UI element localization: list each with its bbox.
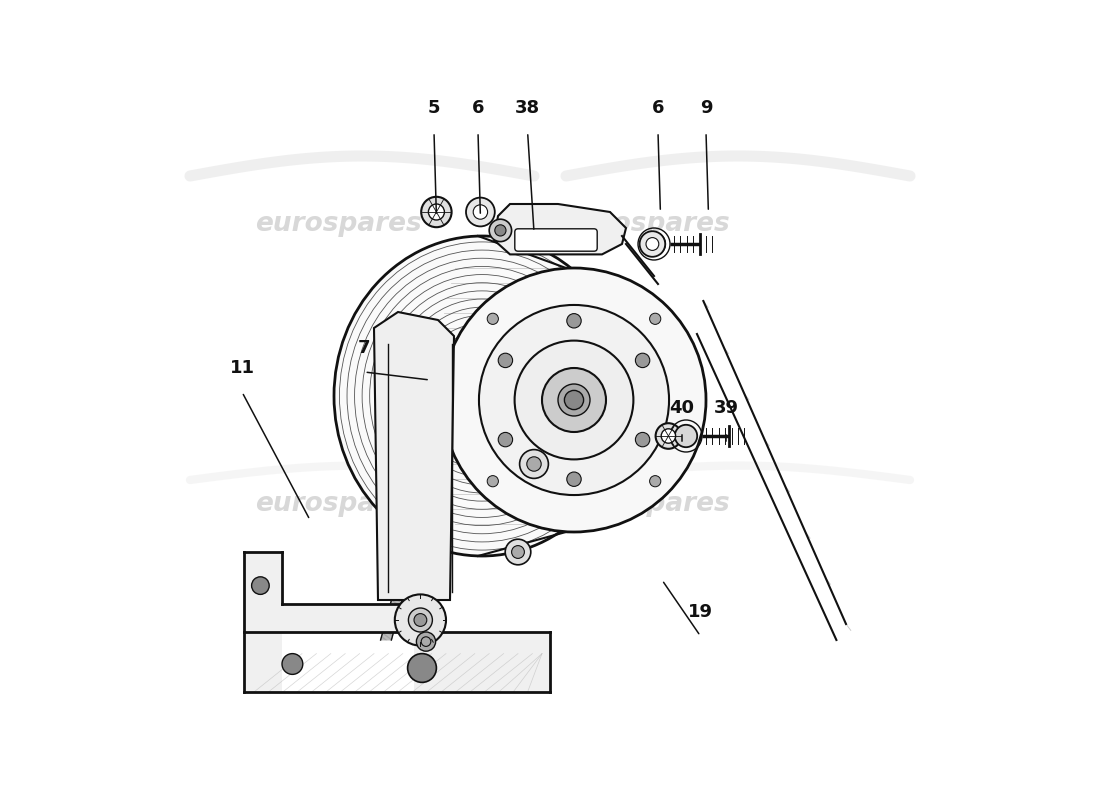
Circle shape: [395, 594, 446, 646]
Polygon shape: [414, 632, 550, 692]
Circle shape: [650, 313, 661, 324]
FancyBboxPatch shape: [515, 229, 597, 251]
Circle shape: [512, 546, 525, 558]
Circle shape: [408, 608, 432, 632]
Text: 38: 38: [515, 99, 540, 117]
Text: eurospares: eurospares: [254, 211, 421, 237]
Text: 19: 19: [688, 603, 713, 621]
Circle shape: [639, 231, 665, 257]
Circle shape: [252, 577, 270, 594]
Circle shape: [636, 432, 650, 446]
Circle shape: [564, 390, 584, 410]
Text: eurospares: eurospares: [254, 491, 421, 517]
Circle shape: [498, 432, 513, 446]
Circle shape: [566, 314, 581, 328]
Circle shape: [417, 632, 436, 651]
Circle shape: [646, 238, 659, 250]
Circle shape: [442, 268, 706, 532]
Text: 6: 6: [472, 99, 484, 117]
Text: 9: 9: [700, 99, 713, 117]
Polygon shape: [246, 552, 414, 692]
Circle shape: [542, 368, 606, 432]
Circle shape: [661, 429, 675, 443]
Text: 6: 6: [651, 99, 664, 117]
Circle shape: [498, 354, 513, 368]
Text: eurospares: eurospares: [562, 211, 729, 237]
Circle shape: [642, 233, 666, 255]
Ellipse shape: [334, 236, 630, 556]
Text: 11: 11: [230, 359, 254, 377]
Circle shape: [505, 539, 531, 565]
Circle shape: [495, 225, 506, 236]
Circle shape: [490, 219, 512, 242]
Polygon shape: [374, 312, 454, 600]
Circle shape: [674, 425, 697, 447]
Circle shape: [558, 384, 590, 416]
Circle shape: [656, 423, 681, 449]
Circle shape: [414, 614, 427, 626]
Circle shape: [487, 476, 498, 487]
Text: 7: 7: [359, 339, 371, 357]
Circle shape: [487, 313, 498, 324]
Circle shape: [466, 198, 495, 226]
Circle shape: [478, 305, 669, 495]
Circle shape: [515, 341, 634, 459]
Text: 40: 40: [670, 399, 694, 417]
Text: 39: 39: [714, 399, 738, 417]
Circle shape: [636, 354, 650, 368]
Circle shape: [650, 476, 661, 487]
Circle shape: [519, 450, 549, 478]
Text: 5: 5: [428, 99, 440, 117]
Circle shape: [408, 654, 437, 682]
Circle shape: [428, 204, 444, 220]
Circle shape: [527, 457, 541, 471]
Circle shape: [421, 197, 452, 227]
Circle shape: [566, 472, 581, 486]
Polygon shape: [494, 204, 626, 254]
Text: eurospares: eurospares: [562, 491, 729, 517]
Circle shape: [473, 205, 487, 219]
Circle shape: [282, 654, 303, 674]
